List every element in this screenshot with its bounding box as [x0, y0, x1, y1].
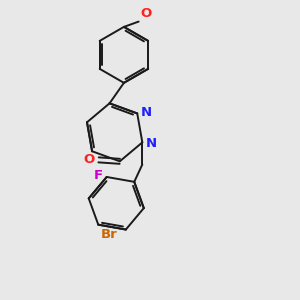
Text: Br: Br [101, 228, 118, 241]
Text: N: N [141, 106, 152, 119]
Text: O: O [140, 8, 152, 20]
Text: F: F [94, 169, 103, 182]
Text: N: N [146, 137, 157, 150]
Text: O: O [84, 153, 95, 167]
